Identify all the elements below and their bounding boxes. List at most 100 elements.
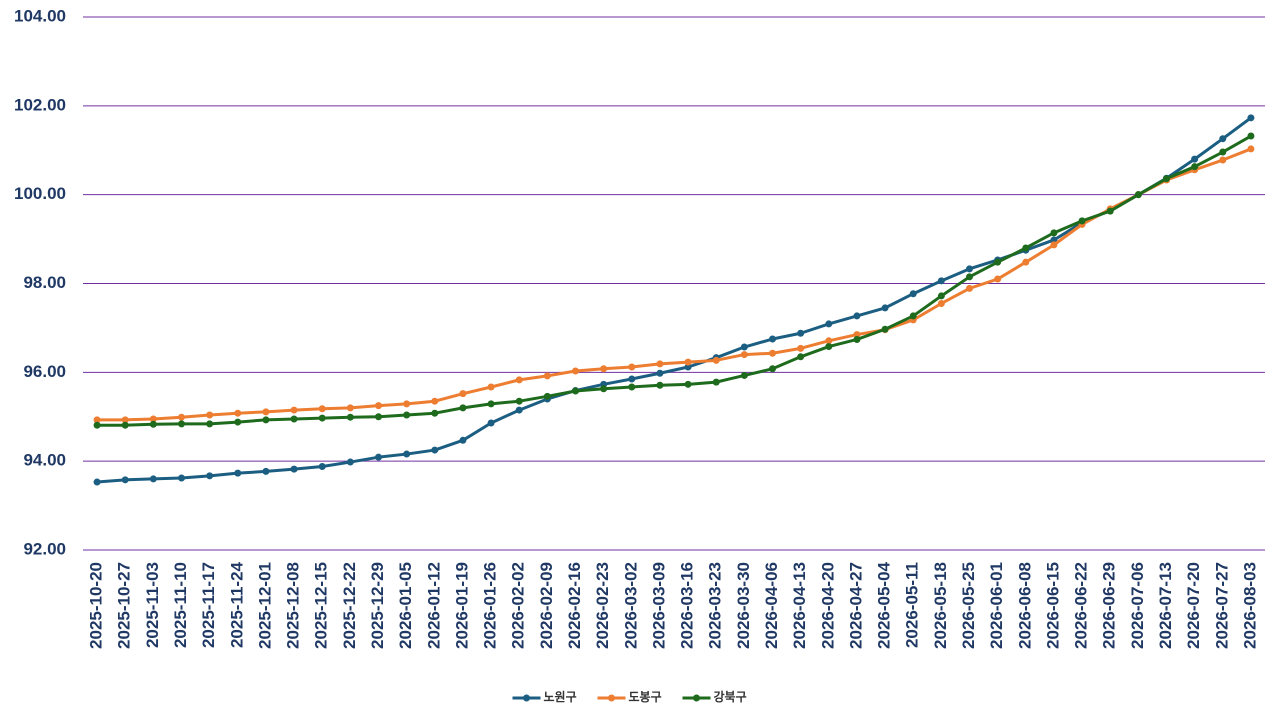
- data-point: [431, 446, 439, 454]
- data-point: [769, 349, 776, 357]
- x-tick-label: 2026-06-22: [1072, 562, 1091, 649]
- data-point: [206, 411, 214, 419]
- data-point: [262, 416, 270, 424]
- data-point: [487, 383, 495, 391]
- x-tick-label: 2026-01-05: [396, 562, 415, 649]
- x-tick-label: 2026-01-19: [452, 562, 471, 649]
- x-tick-label: 2026-02-23: [593, 562, 612, 649]
- x-tick-label: 2025-12-22: [340, 562, 359, 649]
- data-point: [1022, 244, 1030, 252]
- x-tick-label: 2026-03-02: [621, 562, 640, 649]
- data-point: [290, 465, 298, 473]
- data-point: [149, 420, 157, 428]
- x-tick-label: 2026-07-06: [1128, 562, 1147, 649]
- x-tick-label: 2025-11-03: [143, 562, 162, 648]
- data-point: [881, 304, 889, 312]
- data-point: [346, 413, 354, 421]
- data-point: [797, 344, 805, 352]
- data-point: [375, 453, 382, 461]
- data-point: [825, 337, 833, 345]
- data-point: [712, 378, 720, 386]
- x-tick-label: 2025-11-10: [171, 562, 190, 648]
- data-point: [853, 335, 861, 343]
- data-point: [543, 392, 551, 400]
- data-point: [234, 409, 242, 417]
- x-tick-label: 2026-01-12: [424, 562, 443, 649]
- y-tick-label: 96.00: [23, 362, 66, 381]
- x-tick-label: 2026-03-09: [649, 562, 668, 649]
- series-line: [96, 116, 1252, 484]
- x-tick-label: 2025-11-17: [199, 562, 218, 648]
- data-point: [937, 299, 945, 307]
- data-point: [375, 413, 382, 421]
- x-tick-label: 2026-05-18: [931, 562, 950, 649]
- data-point: [487, 419, 495, 427]
- data-point: [149, 475, 157, 483]
- data-point: [431, 409, 439, 417]
- x-tick-label: 2026-05-04: [875, 561, 894, 649]
- data-point: [459, 404, 467, 412]
- y-tick-label: 102.00: [14, 95, 66, 114]
- x-tick-label: 2026-01-26: [481, 562, 500, 649]
- data-point: [206, 472, 214, 480]
- series-line: [97, 134, 1252, 427]
- data-point: [628, 383, 636, 391]
- data-point: [853, 331, 861, 339]
- data-point: [572, 387, 579, 395]
- data-point: [290, 406, 298, 414]
- data-point: [1191, 163, 1199, 171]
- data-point: [684, 358, 692, 366]
- data-point: [93, 478, 101, 486]
- x-tick-label: 2026-06-01: [987, 562, 1006, 649]
- data-point: [318, 414, 326, 422]
- legend-marker: [523, 694, 530, 702]
- x-tick-label: 2026-04-27: [846, 562, 865, 649]
- data-point: [346, 404, 354, 412]
- data-point: [712, 356, 720, 364]
- series-line: [97, 147, 1252, 422]
- data-point: [543, 372, 551, 380]
- data-point: [93, 421, 101, 429]
- data-point: [403, 400, 411, 408]
- data-point: [1022, 258, 1030, 266]
- data-point: [1191, 155, 1199, 163]
- data-point: [234, 418, 242, 426]
- data-point: [909, 312, 917, 320]
- x-tick-label: 2025-11-24: [227, 561, 246, 648]
- data-point: [628, 363, 636, 371]
- x-tick-label: 2025-12-08: [284, 562, 303, 649]
- data-point: [1219, 156, 1227, 164]
- data-point: [262, 408, 270, 416]
- data-point: [1219, 135, 1227, 143]
- data-point: [656, 360, 664, 368]
- x-tick-label: 2025-12-01: [255, 562, 274, 649]
- data-point: [178, 420, 185, 428]
- y-tick-label: 104.00: [14, 6, 66, 25]
- data-point: [375, 402, 382, 410]
- data-point: [459, 436, 467, 444]
- x-tick-label: 2026-02-02: [509, 562, 528, 649]
- data-point: [572, 367, 579, 375]
- data-point: [740, 371, 748, 379]
- data-point: [121, 416, 129, 424]
- data-point: [149, 415, 157, 423]
- data-point: [1050, 229, 1058, 237]
- y-tick-label: 98.00: [23, 273, 66, 292]
- data-point: [994, 275, 1002, 283]
- data-point: [853, 312, 861, 320]
- data-point: [684, 363, 692, 371]
- data-point: [1078, 217, 1086, 225]
- data-point: [206, 420, 214, 428]
- x-tick-label: 2026-07-20: [1184, 562, 1203, 649]
- data-point: [656, 369, 664, 377]
- data-point: [994, 258, 1002, 266]
- y-tick-label: 94.00: [23, 451, 66, 470]
- legend-label: 강북구: [714, 690, 747, 704]
- x-tick-label: 2025-10-20: [87, 562, 106, 649]
- x-tick-label: 2026-06-15: [1043, 562, 1062, 649]
- data-point: [769, 365, 776, 373]
- data-point: [600, 365, 608, 373]
- x-tick-label: 2025-10-27: [115, 562, 134, 649]
- x-tick-label: 2026-02-16: [565, 562, 584, 649]
- data-point: [93, 416, 101, 424]
